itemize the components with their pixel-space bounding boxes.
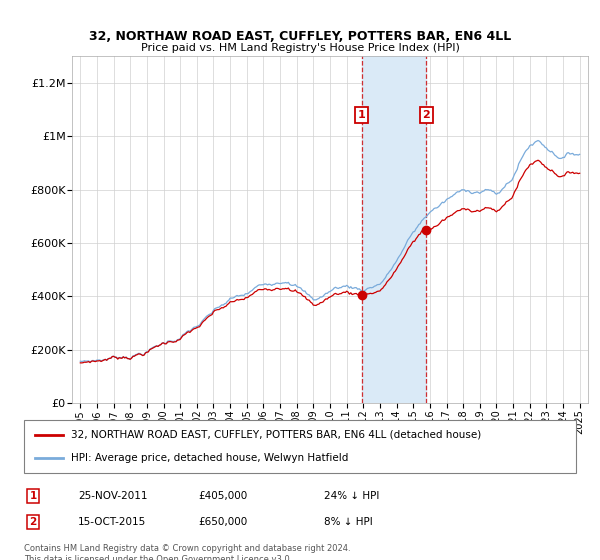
Text: 1: 1 (358, 110, 365, 120)
Text: 25-NOV-2011: 25-NOV-2011 (78, 491, 148, 501)
Text: 32, NORTHAW ROAD EAST, CUFFLEY, POTTERS BAR, EN6 4LL: 32, NORTHAW ROAD EAST, CUFFLEY, POTTERS … (89, 30, 511, 43)
FancyBboxPatch shape (24, 420, 576, 473)
Text: 15-OCT-2015: 15-OCT-2015 (78, 517, 146, 527)
Bar (362, 56, 427, 403)
Text: 32, NORTHAW ROAD EAST, CUFFLEY, POTTERS BAR, EN6 4LL (detached house): 32, NORTHAW ROAD EAST, CUFFLEY, POTTERS … (71, 430, 481, 440)
Text: 24% ↓ HPI: 24% ↓ HPI (324, 491, 379, 501)
Text: HPI: Average price, detached house, Welwyn Hatfield: HPI: Average price, detached house, Welw… (71, 453, 348, 463)
Text: Price paid vs. HM Land Registry's House Price Index (HPI): Price paid vs. HM Land Registry's House … (140, 43, 460, 53)
Text: £650,000: £650,000 (198, 517, 247, 527)
Text: Contains HM Land Registry data © Crown copyright and database right 2024.
This d: Contains HM Land Registry data © Crown c… (24, 544, 350, 560)
Text: 2: 2 (29, 517, 37, 527)
Text: 2: 2 (422, 110, 430, 120)
Text: 1: 1 (29, 491, 37, 501)
Text: £405,000: £405,000 (198, 491, 247, 501)
Text: 8% ↓ HPI: 8% ↓ HPI (324, 517, 373, 527)
